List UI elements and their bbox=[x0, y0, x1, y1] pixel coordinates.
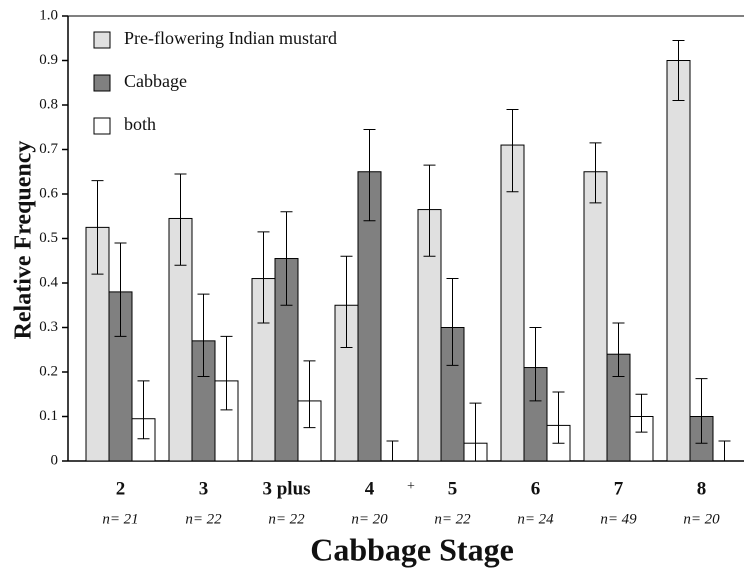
y-tick-label: 1.0 bbox=[39, 7, 58, 23]
y-tick-label: 0.3 bbox=[39, 319, 58, 335]
error-bar bbox=[197, 293, 210, 377]
bar bbox=[666, 60, 691, 462]
y-tick-label: 0.4 bbox=[39, 274, 58, 290]
x-tick-label: 3 plus bbox=[262, 478, 310, 499]
y-tick-label: 0.9 bbox=[39, 52, 58, 68]
error-bar bbox=[695, 378, 708, 444]
x-tick-label: 8 bbox=[697, 478, 707, 499]
error-bar bbox=[552, 391, 565, 444]
error-bar bbox=[672, 39, 685, 102]
x-axis-label: Cabbage Stage bbox=[310, 531, 514, 567]
sample-size: n= 49 bbox=[600, 511, 637, 527]
error-bar bbox=[114, 242, 127, 337]
legend-label: Pre-flowering Indian mustard bbox=[124, 28, 337, 48]
sample-size: n= 24 bbox=[517, 511, 554, 527]
x-tick-label: 7 bbox=[614, 478, 624, 499]
x-tick-label: 4 bbox=[365, 478, 375, 499]
sample-size: n= 21 bbox=[102, 511, 138, 527]
error-bar bbox=[340, 255, 353, 349]
legend-label: both bbox=[124, 114, 156, 134]
error-bar bbox=[386, 440, 399, 462]
legend-swatch bbox=[93, 117, 111, 135]
x-tick-label: 6 bbox=[531, 478, 541, 499]
legend-label: Cabbage bbox=[124, 71, 187, 91]
sample-size: n= 22 bbox=[268, 511, 305, 527]
error-bar bbox=[612, 322, 625, 377]
annotation: + bbox=[407, 479, 415, 494]
legend-swatch bbox=[93, 74, 111, 92]
y-tick-label: 0 bbox=[51, 452, 59, 468]
error-bar bbox=[529, 327, 542, 402]
error-bar bbox=[506, 108, 519, 193]
error-bar bbox=[174, 173, 187, 266]
error-bar bbox=[469, 402, 482, 462]
error-bar bbox=[257, 231, 270, 324]
x-tick-label: 3 bbox=[199, 478, 209, 499]
error-bar bbox=[137, 380, 150, 440]
y-tick-label: 0.2 bbox=[39, 363, 58, 379]
error-bar bbox=[280, 211, 293, 306]
x-tick-label: 5 bbox=[448, 478, 458, 499]
y-tick-label: 0.1 bbox=[39, 408, 58, 424]
error-bar bbox=[220, 335, 233, 411]
y-tick-label: 0.5 bbox=[39, 230, 58, 246]
bar bbox=[583, 171, 608, 462]
sample-size: n= 20 bbox=[351, 511, 388, 527]
bar bbox=[500, 144, 525, 462]
sample-size: n= 20 bbox=[683, 511, 720, 527]
error-bar bbox=[91, 180, 104, 275]
x-tick-label: 2 bbox=[116, 478, 126, 499]
error-bar bbox=[446, 278, 459, 366]
error-bar bbox=[363, 128, 376, 222]
error-bar bbox=[589, 142, 602, 204]
sample-size: n= 22 bbox=[434, 511, 471, 527]
y-tick-label: 0.6 bbox=[39, 185, 58, 201]
y-tick-label: 0.7 bbox=[39, 141, 58, 157]
error-bar bbox=[423, 164, 436, 257]
legend-swatch bbox=[93, 31, 111, 49]
error-bar bbox=[303, 360, 316, 429]
error-bar bbox=[718, 440, 731, 462]
error-bar bbox=[635, 393, 648, 433]
y-axis-label: Relative Frequency bbox=[11, 141, 37, 340]
sample-size: n= 22 bbox=[185, 511, 222, 527]
y-tick-label: 0.8 bbox=[39, 96, 58, 112]
